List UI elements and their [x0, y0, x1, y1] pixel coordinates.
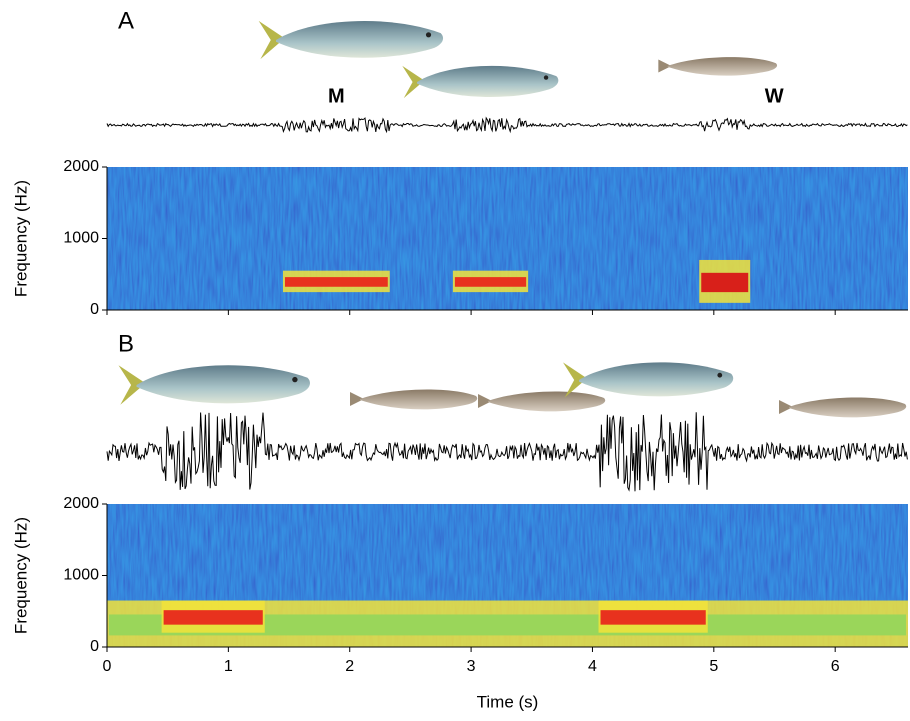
y-tick-label: 2000	[63, 158, 99, 175]
fish	[478, 391, 606, 412]
panel-label: A	[118, 7, 134, 34]
fish	[118, 365, 310, 405]
y-tick-label: 0	[90, 301, 99, 318]
call	[163, 610, 263, 625]
call	[284, 277, 388, 287]
call	[600, 610, 706, 625]
x-tick-label: 5	[709, 658, 718, 675]
fish	[563, 362, 734, 398]
y-axis-label: Frequency (Hz)	[11, 180, 30, 297]
fish	[258, 20, 444, 60]
y-tick-label: 1000	[63, 567, 99, 584]
x-tick-label: 1	[224, 658, 233, 675]
fish	[402, 65, 559, 99]
x-tick-label: 3	[467, 658, 476, 675]
fish	[658, 57, 778, 76]
y-tick-label: 0	[90, 638, 99, 655]
waveform	[106, 412, 908, 492]
x-tick-label: 2	[345, 658, 354, 675]
x-axis-label: Time (s)	[477, 692, 539, 711]
call-annotation: W	[765, 85, 784, 107]
fish	[779, 397, 907, 418]
x-tick-label: 6	[831, 658, 840, 675]
x-tick-label: 0	[103, 658, 112, 675]
y-axis-label: Frequency (Hz)	[11, 517, 30, 634]
waveform	[106, 116, 908, 134]
call-annotation: M	[328, 85, 345, 107]
fish	[350, 389, 478, 410]
panel-label: B	[118, 330, 134, 357]
y-tick-label: 1000	[63, 230, 99, 247]
x-tick-label: 4	[588, 658, 597, 675]
y-tick-label: 2000	[63, 495, 99, 512]
call	[701, 272, 749, 293]
call	[454, 277, 527, 287]
